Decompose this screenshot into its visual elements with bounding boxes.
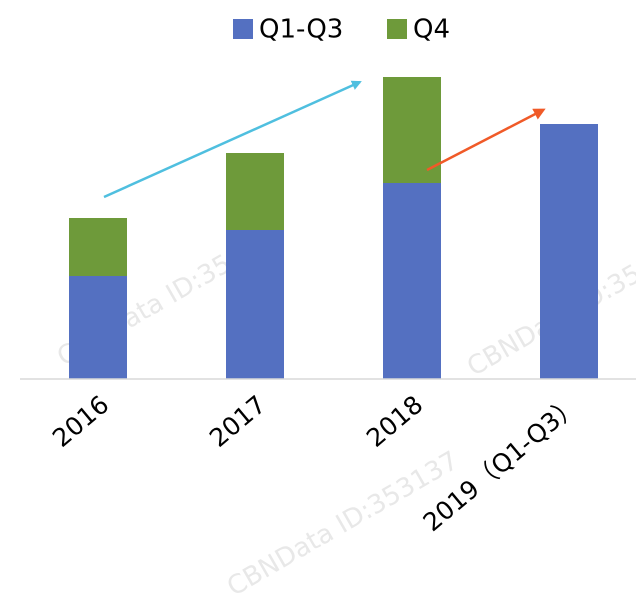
bar-segment — [540, 124, 598, 379]
x-tick-label: 2016 — [47, 390, 114, 453]
bar-segment — [69, 276, 127, 379]
x-tick-label: 2018 — [361, 390, 428, 453]
legend: Q1-Q3 Q4 — [233, 15, 450, 45]
x-tick-label: 2017 — [204, 390, 271, 453]
bar-segment — [383, 77, 441, 183]
legend-swatch — [387, 19, 407, 39]
legend-label: Q4 — [413, 15, 450, 45]
legend-label: Q1-Q3 — [259, 15, 343, 45]
bar-segment — [383, 183, 441, 379]
legend-swatch — [233, 19, 253, 39]
trend-arrow — [426, 108, 546, 172]
trend-arrow — [103, 80, 362, 199]
bar-segment — [226, 153, 284, 230]
bar-segment — [69, 218, 127, 276]
bar-segment — [226, 230, 284, 379]
bars — [69, 77, 598, 379]
